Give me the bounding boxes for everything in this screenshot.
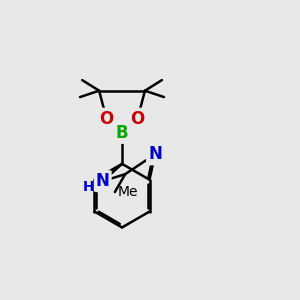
Text: Me: Me <box>117 185 138 199</box>
Text: N: N <box>96 172 110 190</box>
Text: O: O <box>99 110 114 128</box>
Text: H: H <box>82 179 94 194</box>
Text: N: N <box>148 146 162 164</box>
Text: O: O <box>130 110 145 128</box>
Text: B: B <box>116 124 128 142</box>
